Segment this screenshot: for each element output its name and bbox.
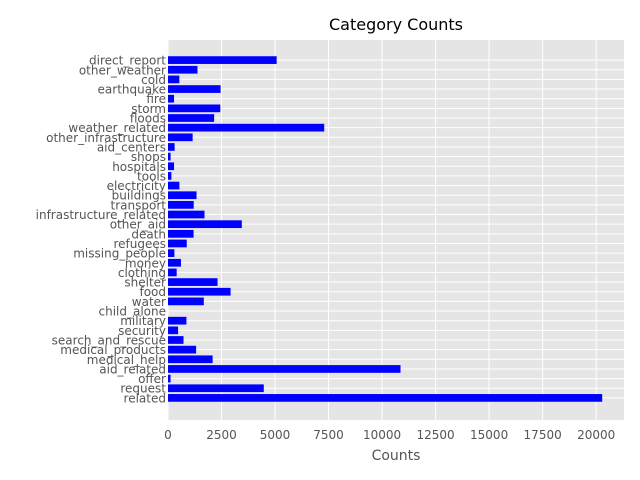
- bar-request: [168, 384, 264, 393]
- y-tick-label: medical_products: [60, 343, 166, 357]
- y-tick-label: related: [124, 391, 166, 405]
- y-tick-label: request: [120, 382, 166, 396]
- bar-medical-help: [168, 355, 213, 364]
- y-tick-label: transport: [111, 198, 167, 212]
- x-tick-label: 7500: [313, 428, 344, 442]
- y-tick-label: search_and_rescue: [52, 333, 166, 347]
- y-tick-label: shelter: [124, 276, 166, 290]
- bar-offer: [168, 374, 171, 383]
- bar-medical-products: [168, 345, 197, 354]
- bar-cold: [168, 75, 180, 84]
- x-tick-label: 0: [164, 428, 172, 442]
- bar-tools: [168, 172, 172, 180]
- bar-shelter: [168, 278, 218, 286]
- bar-food: [168, 287, 231, 296]
- bar-infrastructure-related: [168, 210, 205, 219]
- bar-security: [168, 326, 179, 335]
- y-tick-label: storm: [131, 102, 166, 116]
- x-axis-title: Counts: [372, 448, 421, 464]
- bar-electricity: [168, 181, 180, 190]
- bar-aid-centers: [168, 143, 175, 151]
- y-tick-label: aid_centers: [97, 140, 166, 154]
- bar-search-and-rescue: [168, 336, 184, 344]
- y-tick-label: child_alone: [98, 305, 166, 319]
- bar-storm: [168, 104, 221, 113]
- y-tick-label: direct_report: [89, 54, 166, 68]
- y-tick-label: other_aid: [110, 218, 166, 232]
- x-tick-label: 20000: [577, 428, 615, 442]
- y-tick-label: offer: [138, 372, 166, 386]
- y-tick-label: buildings: [112, 189, 166, 203]
- plot-area: [168, 40, 624, 420]
- y-tick-label: other_infrastructure: [46, 131, 166, 145]
- y-tick-label: security: [118, 324, 166, 338]
- x-tick-label: 17500: [524, 428, 562, 442]
- x-tick-labels: 0 2500 5000 7500 10000 12500 15000 17500 20000: [164, 428, 615, 442]
- y-tick-label: clothing: [118, 266, 166, 280]
- x-tick-label: 10000: [363, 428, 401, 442]
- y-tick-label: weather_related: [68, 121, 166, 135]
- y-tick-label: electricity: [107, 179, 166, 193]
- y-tick-label: fire: [146, 92, 166, 106]
- bar-clothing: [168, 268, 177, 277]
- y-tick-label: cold: [141, 73, 166, 87]
- bar-other-aid: [168, 220, 242, 229]
- bar-related: [168, 394, 603, 402]
- y-tick-label: medical_help: [87, 353, 166, 367]
- y-tick-label: earthquake: [98, 83, 166, 97]
- y-tick-label: death: [131, 227, 166, 241]
- bar-shops: [168, 152, 171, 161]
- y-tick-label: other_weather: [79, 63, 166, 77]
- bar-fire: [168, 94, 175, 103]
- bar-missing-people: [168, 249, 175, 257]
- bar-buildings: [168, 191, 197, 200]
- bar-earthquake: [168, 85, 221, 93]
- bar-refugees: [168, 239, 187, 248]
- bar-aid-related: [168, 365, 401, 373]
- y-tick-label: refugees: [113, 237, 166, 251]
- bar-death: [168, 229, 194, 238]
- bar-hospitals: [168, 162, 175, 171]
- bar-money: [168, 258, 181, 267]
- bar-water: [168, 297, 204, 306]
- y-tick-label: floods: [130, 112, 166, 126]
- y-tick-label: aid_related: [99, 362, 166, 376]
- x-tick-label: 2500: [206, 428, 237, 442]
- bar-weather-related: [168, 123, 325, 132]
- y-tick-label: infrastructure_related: [36, 208, 166, 222]
- bar-other-weather: [168, 65, 198, 74]
- x-tick-label: 15000: [470, 428, 508, 442]
- bar-transport: [168, 201, 194, 209]
- x-tick-label: 12500: [417, 428, 455, 442]
- bar-direct-report: [168, 56, 277, 64]
- y-tick-label: hospitals: [112, 160, 166, 174]
- y-tick-label: shops: [131, 150, 166, 164]
- bars: [168, 56, 603, 402]
- bar-military: [168, 316, 187, 325]
- y-tick-label: money: [125, 256, 166, 270]
- chart-title: Category Counts: [329, 15, 463, 34]
- bar-other-infrastructure: [168, 133, 193, 142]
- y-tick-label: military: [120, 314, 166, 328]
- y-tick-label: missing_people: [73, 247, 166, 261]
- y-tick-labels: relatedrequestofferaid_relatedmedical_he…: [36, 54, 167, 406]
- y-tick-label: food: [139, 285, 166, 299]
- bar-floods: [168, 114, 215, 122]
- x-tick-label: 5000: [260, 428, 291, 442]
- y-tick-label: water: [132, 295, 166, 309]
- y-tick-label: tools: [137, 169, 166, 183]
